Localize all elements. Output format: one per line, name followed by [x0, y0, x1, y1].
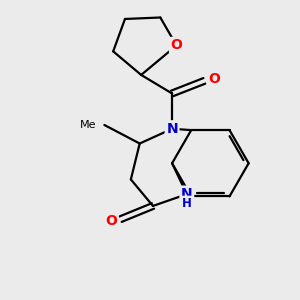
- Text: O: O: [171, 38, 182, 52]
- Text: Me: Me: [80, 120, 96, 130]
- Text: O: O: [105, 214, 117, 228]
- Text: O: O: [208, 72, 220, 86]
- Text: N: N: [166, 122, 178, 136]
- Text: N: N: [181, 187, 193, 201]
- Text: H: H: [182, 197, 192, 210]
